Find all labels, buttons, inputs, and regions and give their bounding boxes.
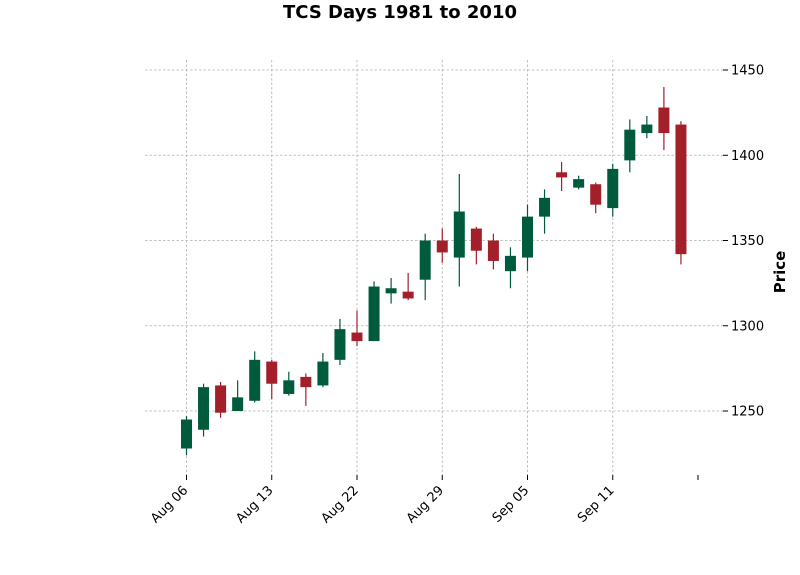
candle-body-up — [624, 129, 636, 161]
candle — [658, 87, 670, 151]
candle — [470, 226, 482, 265]
candle-body-up — [317, 361, 329, 386]
candle-layer — [181, 87, 687, 456]
candle-body-up — [334, 329, 346, 360]
candle-body-up — [181, 419, 192, 449]
candle-body-up — [539, 197, 551, 217]
candle — [504, 247, 516, 289]
candle — [487, 233, 499, 270]
y-axis-label: Price — [771, 251, 789, 294]
candle — [436, 228, 448, 263]
candle-body-down — [590, 184, 602, 205]
candle — [283, 371, 295, 396]
candle — [232, 380, 244, 411]
candle — [215, 382, 227, 418]
y-tick-label: 1450 — [731, 64, 764, 79]
candle — [300, 373, 312, 406]
candle-body-up — [573, 179, 585, 188]
y-tick-label: 1350 — [731, 234, 764, 249]
candle-body-down — [487, 240, 499, 261]
candle — [402, 272, 414, 301]
candle-body-up — [198, 387, 210, 430]
candle — [419, 233, 431, 301]
candle — [317, 353, 329, 388]
candle-body-down — [436, 240, 448, 253]
candle-body-down — [300, 376, 312, 388]
candle-body-down — [215, 385, 227, 413]
candle-body-up — [607, 168, 619, 209]
candle — [573, 175, 585, 190]
candle — [641, 116, 653, 139]
candle-body-up — [522, 216, 533, 258]
chart-title: TCS Days 1981 to 2010 — [283, 2, 517, 23]
candle — [539, 189, 551, 234]
candle — [181, 416, 192, 456]
candle — [334, 318, 346, 365]
candle — [249, 351, 261, 403]
candle-body-up — [232, 397, 244, 411]
candle — [198, 383, 210, 437]
candle-body-up — [641, 124, 653, 134]
candle-body-up — [249, 359, 261, 401]
candle — [453, 174, 465, 287]
candle-body-up — [419, 240, 431, 280]
candle — [607, 163, 619, 217]
candle-body-down — [556, 172, 568, 178]
candle — [522, 204, 533, 272]
grid-layer — [145, 60, 723, 475]
candle — [351, 310, 363, 347]
candle — [266, 359, 278, 400]
candle — [385, 278, 397, 304]
candle-body-up — [368, 286, 380, 342]
candle-body-up — [283, 380, 295, 394]
candle-body-up — [385, 288, 397, 294]
candle-body-down — [266, 361, 278, 384]
candle — [556, 162, 568, 192]
candle — [675, 121, 687, 265]
candle-body-down — [470, 228, 482, 251]
candle-body-down — [402, 291, 414, 299]
candle — [624, 119, 636, 173]
candle-body-up — [453, 211, 465, 258]
candle-body-up — [504, 255, 516, 272]
candle — [368, 281, 380, 342]
candle-body-down — [658, 107, 670, 134]
y-tick-label: 1250 — [731, 405, 764, 420]
y-tick-label: 1300 — [731, 319, 764, 334]
candle — [590, 182, 602, 214]
candle-body-down — [675, 124, 687, 255]
candle-body-down — [351, 332, 363, 342]
y-tick-label: 1400 — [731, 149, 764, 164]
